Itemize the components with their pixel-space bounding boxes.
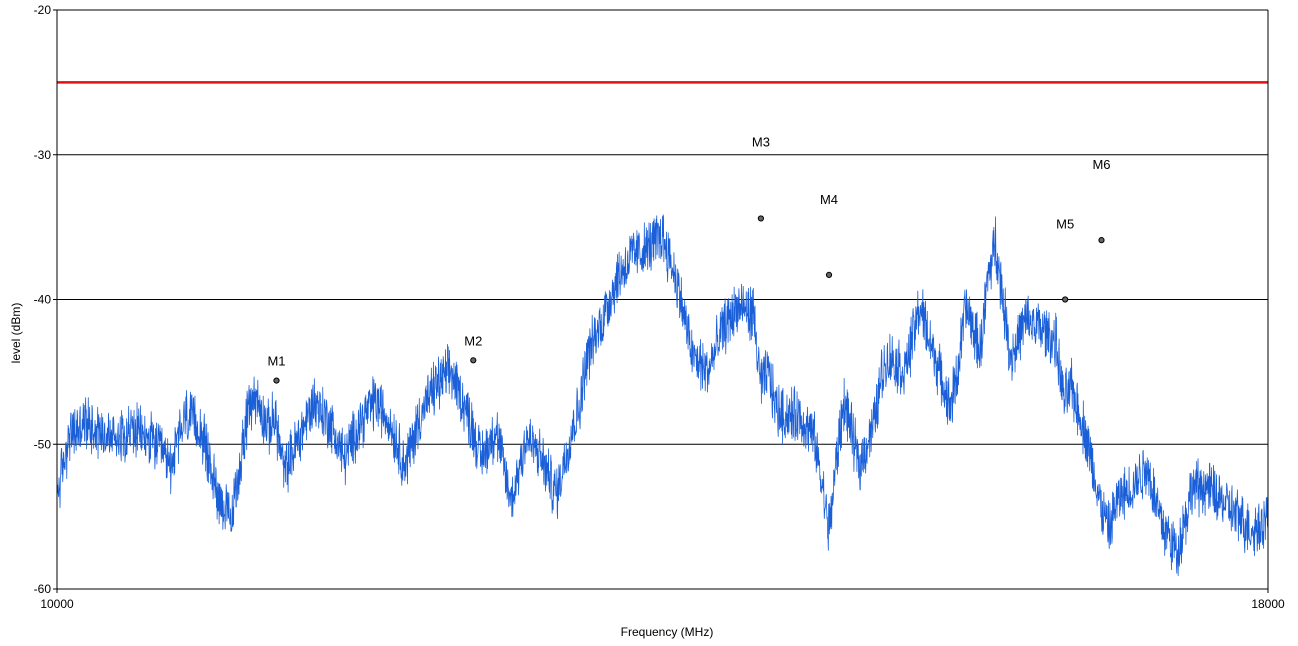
marker-point [825,271,833,278]
marker-label: M5 [1056,217,1074,232]
x-tick-label: 18000 [1251,597,1285,611]
y-axis-label: level (dBm) [9,303,23,364]
y-tick-label: -30 [34,148,52,162]
marker-label: M3 [752,134,770,149]
y-tick-label: -20 [34,3,52,17]
marker-point [470,357,477,364]
marker-label: M2 [464,333,482,348]
marker-point [1098,237,1105,244]
y-tick-label: -60 [34,582,52,596]
x-axis-label: Frequency (MHz) [621,625,714,639]
marker-point [1062,296,1069,303]
series-line [56,214,1269,576]
y-tick-label: -40 [34,293,52,307]
marker-point [757,215,764,222]
y-tick-label: -50 [34,437,52,451]
marker-label: M4 [820,192,838,207]
marker-label: M6 [1092,157,1110,172]
marker-point [273,377,280,384]
marker-label: M1 [267,354,285,369]
x-tick-label: 10000 [40,597,74,611]
